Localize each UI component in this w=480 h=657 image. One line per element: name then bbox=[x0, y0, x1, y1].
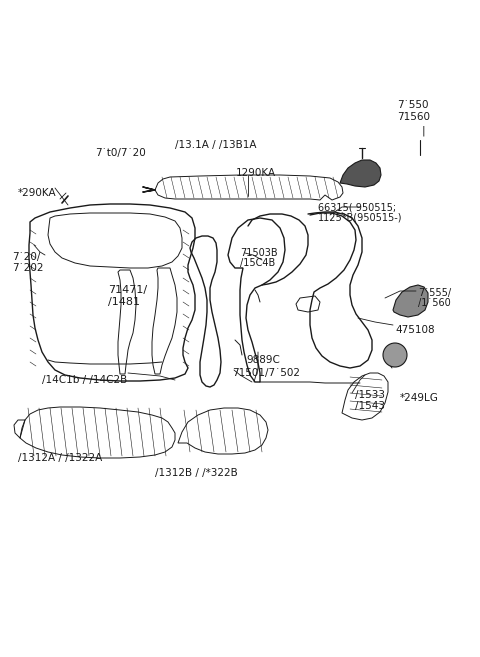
Polygon shape bbox=[340, 160, 381, 187]
Text: 71503B: 71503B bbox=[240, 248, 277, 258]
Text: /15C4B: /15C4B bbox=[240, 258, 275, 268]
Text: 66315( 950515;: 66315( 950515; bbox=[318, 202, 396, 212]
Text: /1312B / /*322B: /1312B / /*322B bbox=[155, 468, 238, 478]
Text: /1533: /1533 bbox=[355, 390, 385, 400]
Text: /14C1b / /14C2B: /14C1b / /14C2B bbox=[42, 375, 127, 385]
Polygon shape bbox=[393, 285, 428, 317]
Text: 71471/: 71471/ bbox=[108, 285, 147, 295]
Text: 71501/7˙502: 71501/7˙502 bbox=[232, 368, 300, 378]
Text: 1290KA: 1290KA bbox=[236, 168, 276, 178]
Text: *249LG: *249LG bbox=[400, 393, 439, 403]
Text: *290KA: *290KA bbox=[18, 188, 57, 198]
Text: 7˙202: 7˙202 bbox=[12, 263, 44, 273]
Text: /1312A / /1322A: /1312A / /1322A bbox=[18, 453, 102, 463]
Text: /1481: /1481 bbox=[108, 297, 140, 307]
Text: /1543: /1543 bbox=[355, 401, 385, 411]
Text: 7˙t0/7˙20: 7˙t0/7˙20 bbox=[95, 148, 146, 158]
Text: |: | bbox=[422, 125, 426, 135]
Circle shape bbox=[383, 343, 407, 367]
Text: /13.1A / /13B1A: /13.1A / /13B1A bbox=[175, 140, 256, 150]
Text: 9889C: 9889C bbox=[246, 355, 280, 365]
Text: 71560: 71560 bbox=[397, 112, 430, 122]
Text: 7˙550: 7˙550 bbox=[397, 100, 429, 110]
Text: 1125*B(950515-): 1125*B(950515-) bbox=[318, 213, 403, 223]
Text: 7˙555/: 7˙555/ bbox=[418, 288, 451, 298]
Text: 7˙20/: 7˙20/ bbox=[12, 252, 40, 262]
Text: 475108: 475108 bbox=[395, 325, 434, 335]
Text: /1˙560: /1˙560 bbox=[418, 298, 451, 308]
